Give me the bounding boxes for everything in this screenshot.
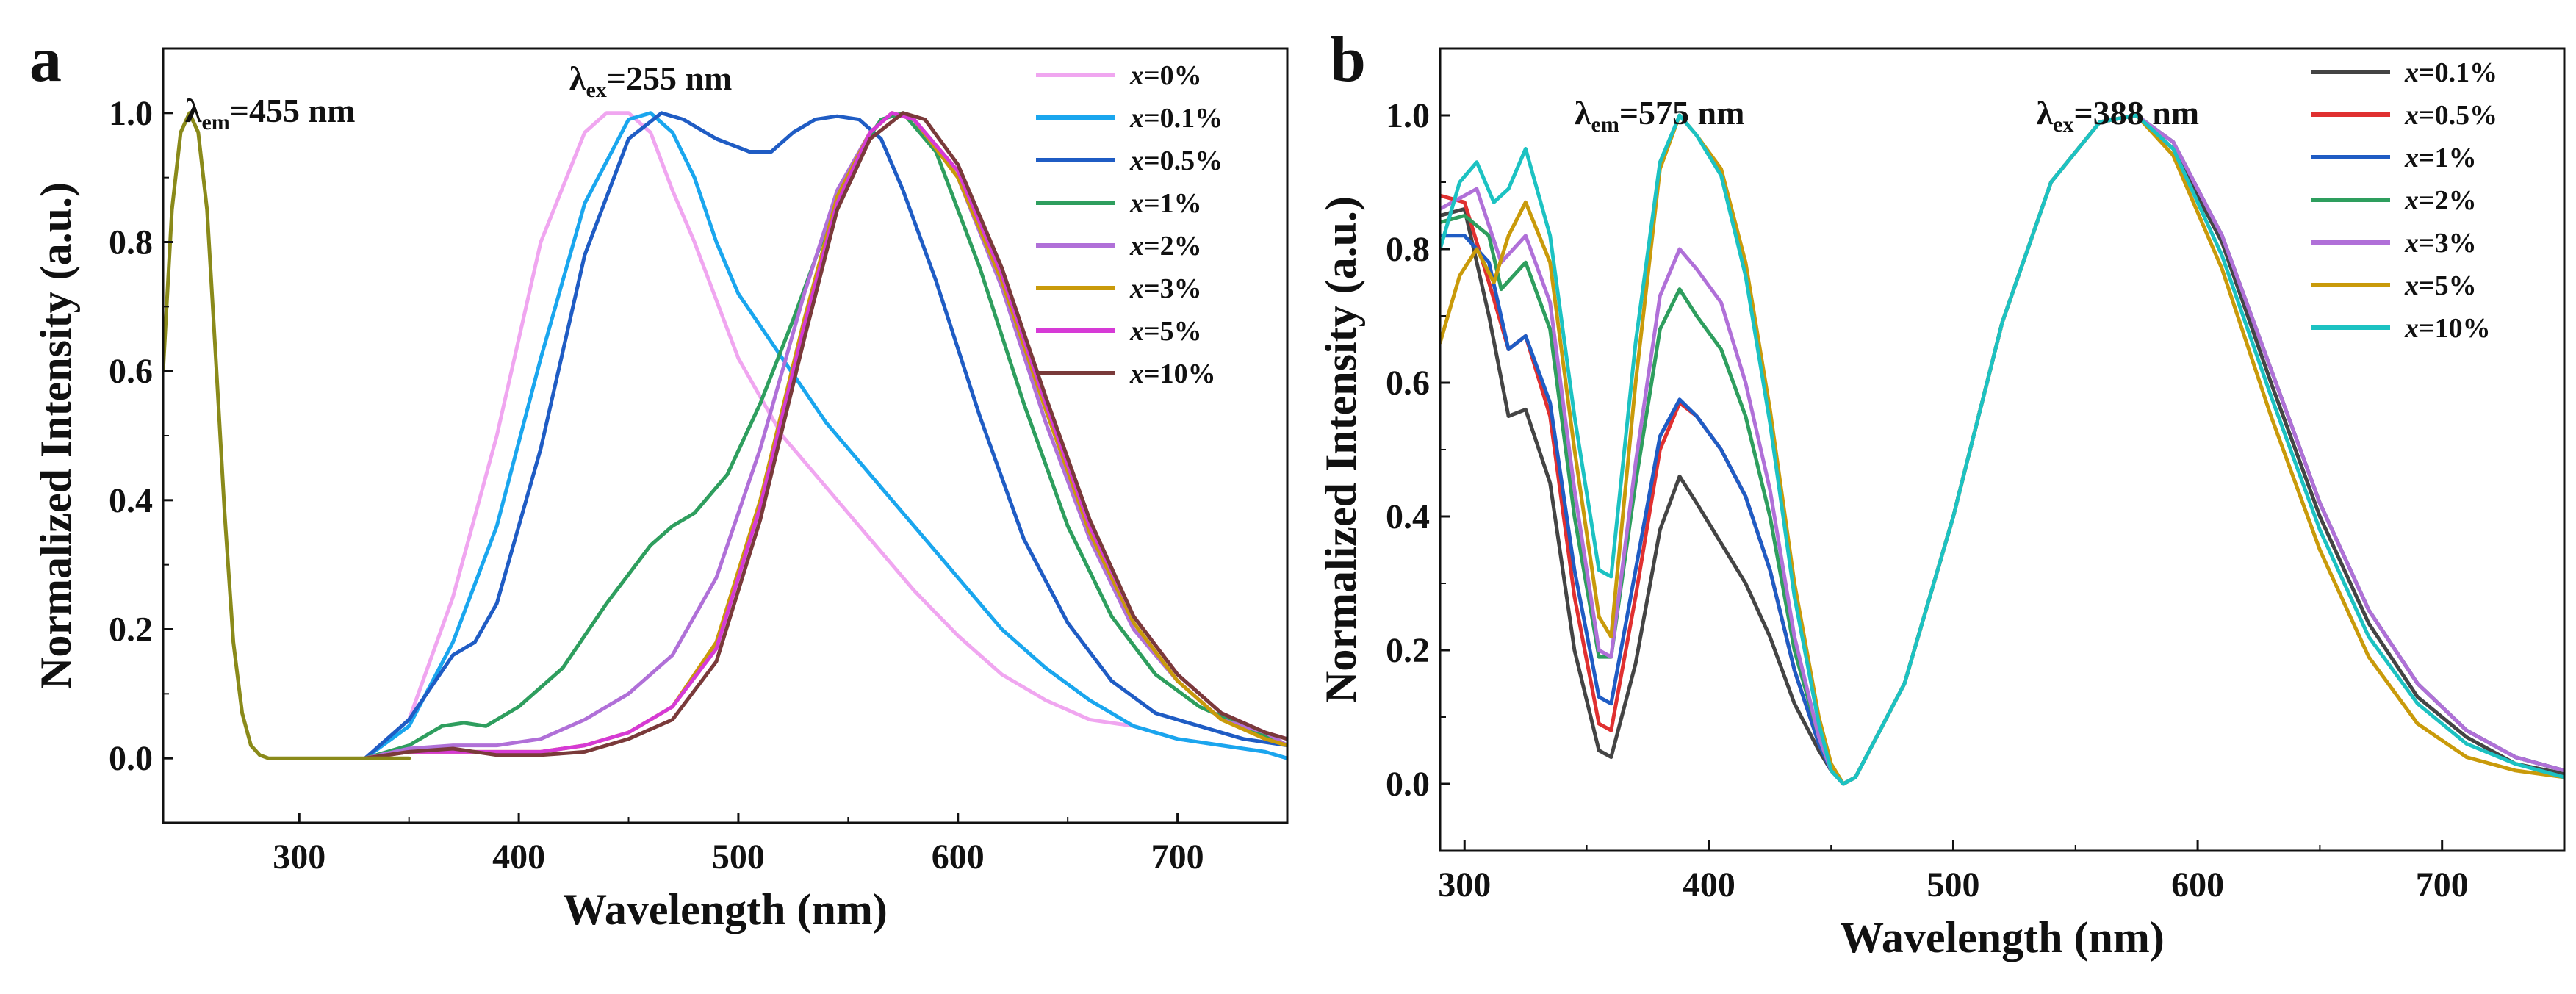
series-group	[1440, 113, 2564, 786]
legend: x=0.1% x=0.5% x=1% x=2% x=3% x=5% x=10%	[2311, 57, 2497, 344]
series-line-1	[1440, 113, 2564, 786]
legend-label: x=1%	[1129, 188, 1202, 219]
series-line-excitation	[163, 111, 411, 760]
legend-label: x=10%	[2404, 313, 2491, 344]
legend-label: x=2%	[1129, 231, 1202, 262]
y-axis-title: Normalized Intensity (a.u.)	[32, 182, 80, 689]
legend-label: x=0.1%	[1129, 103, 1223, 134]
y-tick-label: 0.0	[1386, 765, 1430, 804]
legend: x=0% x=0.1% x=0.5% x=1% x=2% x=3% x=5% x=10%	[1036, 60, 1223, 389]
x-axis-title: Wavelength (nm)	[563, 885, 888, 934]
x-tick-label: 600	[2171, 865, 2224, 904]
panel-letter: a	[29, 24, 62, 96]
x-tick-label: 300	[1438, 865, 1491, 904]
x-tick-label: 600	[932, 838, 985, 876]
panel-a: a 300 400 500 600 700 0.0 0.2 0.4 0.6 0.8 1.0 Wavele…	[29, 24, 1289, 934]
y-tick-label: 1.0	[109, 94, 153, 133]
series-line-1	[363, 111, 1287, 760]
x-tick-label: 700	[1151, 838, 1204, 876]
series-line-5	[1440, 113, 2564, 786]
x-tick-label: 400	[492, 838, 545, 876]
series-line-10	[1440, 113, 2564, 786]
annotation-ex: λex=255 nm	[569, 60, 733, 102]
legend-label: x=5%	[2404, 270, 2477, 301]
legend-label: x=2%	[2404, 185, 2477, 216]
legend-label: x=0.5%	[2404, 100, 2497, 131]
x-tick-label: 700	[2416, 865, 2469, 904]
x-tick-label: 300	[273, 838, 325, 876]
series-line-05	[363, 111, 1287, 760]
y-tick-label: 0.0	[109, 739, 153, 778]
plot-frame	[162, 47, 1289, 824]
legend-label: x=3%	[2404, 228, 2477, 259]
series-line-01	[363, 111, 1287, 760]
series-group	[163, 111, 1287, 760]
y-tick-label: 1.0	[1386, 96, 1430, 135]
x-tick-label: 400	[1683, 865, 1735, 904]
y-tick-label: 0.2	[1386, 631, 1430, 670]
panel-b: b 300 400 500 600 700 0.0 0.2 0.4 0.6 0.8 1.0 Wavele…	[1317, 24, 2566, 962]
y-axis-title: Normalized Intensity (a.u.)	[1317, 196, 1365, 703]
series-line-05	[1440, 113, 2564, 786]
x-tick-label: 500	[1926, 865, 1979, 904]
legend-label: x=0.1%	[2404, 57, 2497, 88]
y-tick-label: 0.6	[1386, 364, 1430, 403]
series-line-3	[1440, 113, 2564, 786]
annotation-ex: λex=388 nm	[2037, 94, 2200, 137]
series-line-10	[363, 111, 1287, 760]
legend-label: x=3%	[1129, 273, 1202, 304]
x-tick-label: 500	[712, 838, 765, 876]
legend-label: x=10%	[1129, 359, 1216, 389]
legend-label: x=0%	[1129, 60, 1202, 91]
series-line-0	[363, 111, 1287, 760]
annotation-em: λem=575 nm	[1575, 94, 1745, 137]
y-tick-label: 0.4	[109, 481, 153, 520]
legend-label: x=5%	[1129, 316, 1202, 347]
y-tick-label: 0.6	[109, 352, 153, 391]
x-axis-title: Wavelength (nm)	[1840, 913, 2165, 962]
series-line-2	[1440, 113, 2564, 786]
legend-label: x=1%	[2404, 143, 2477, 173]
y-tick-label: 0.8	[109, 223, 153, 262]
legend-label: x=0.5%	[1129, 145, 1223, 176]
y-tick-label: 0.2	[109, 611, 153, 649]
y-tick-label: 0.4	[1386, 497, 1430, 536]
y-tick-label: 0.8	[1386, 230, 1430, 269]
series-line-01	[1440, 113, 2564, 786]
panel-letter: b	[1330, 24, 1366, 96]
annotation-em: λem=455 nm	[185, 92, 356, 134]
